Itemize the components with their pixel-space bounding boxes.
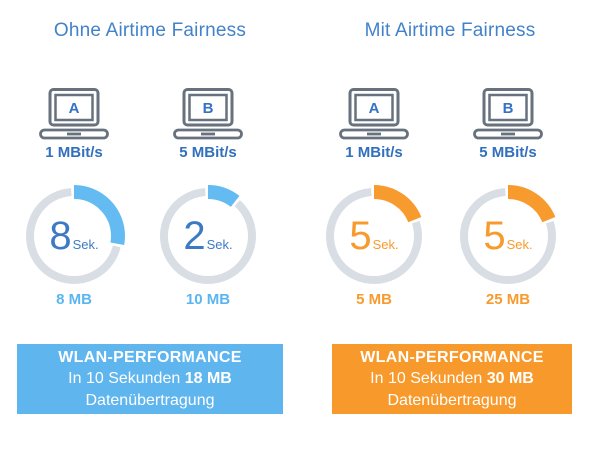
summary-heading: WLAN-PERFORMANCE xyxy=(360,349,544,367)
device-column-b: B 5 MBit/s 5 Sek. 25 MB xyxy=(438,88,578,307)
device-column-a: A 1 MBit/s 5 Sek. 5 MB xyxy=(304,88,444,307)
gauge-value: 2 Sek. xyxy=(156,184,260,288)
device-column-b: B 5 MBit/s 2 Sek. 10 MB xyxy=(138,88,278,307)
summary-line: In 10 Sekunden 18 MB xyxy=(68,370,232,388)
device-letter: B xyxy=(503,100,514,117)
seconds-value: 5 xyxy=(349,214,372,258)
device-letter: B xyxy=(203,100,214,117)
device-speed-label: 5 MBit/s xyxy=(479,144,537,161)
summary-line: In 10 Sekunden 30 MB xyxy=(370,370,534,388)
duration-gauge: 5 Sek. xyxy=(322,184,426,288)
panel-without-airtime-fairness: Ohne Airtime Fairness A 1 MBit/s 8 xyxy=(4,20,283,414)
duration-gauge: 2 Sek. xyxy=(156,184,260,288)
gauge-value: 5 Sek. xyxy=(456,184,560,288)
gauge-value: 8 Sek. xyxy=(22,184,126,288)
performance-summary-box: WLAN-PERFORMANCE In 10 Sekunden 18 MB Da… xyxy=(17,344,283,414)
transferred-data-label: 10 MB xyxy=(185,291,231,308)
transferred-data-label: 8 MB xyxy=(56,291,92,308)
panel-with-airtime-fairness: Mit Airtime Fairness A 1 MBit/s 5 xyxy=(300,0,600,450)
laptop-icon: B xyxy=(173,88,243,140)
laptop-icon: A xyxy=(339,88,409,140)
laptop-icon: B xyxy=(473,88,543,140)
summary-total: 30 MB xyxy=(486,370,534,388)
duration-gauge: 5 Sek. xyxy=(456,184,560,288)
seconds-unit: Sek. xyxy=(506,237,533,252)
seconds-unit: Sek. xyxy=(206,237,233,252)
device-letter: A xyxy=(69,100,80,117)
summary-caption: Datenübertragung xyxy=(387,391,517,409)
summary-heading: WLAN-PERFORMANCE xyxy=(58,349,242,367)
seconds-unit: Sek. xyxy=(372,237,399,252)
donut-chart xyxy=(322,184,426,288)
device-letter: A xyxy=(369,100,380,117)
transferred-data-label: 25 MB xyxy=(485,291,531,308)
panel-title: Mit Airtime Fairness xyxy=(364,20,536,41)
donut-chart xyxy=(456,184,560,288)
device-column-a: A 1 MBit/s 8 Sek. 8 MB xyxy=(4,88,144,307)
seconds-value: 2 xyxy=(183,214,206,258)
device-speed-label: 1 MBit/s xyxy=(345,144,403,161)
summary-total: 18 MB xyxy=(184,370,232,388)
performance-summary-box: WLAN-PERFORMANCE In 10 Sekunden 30 MB Da… xyxy=(332,344,572,414)
summary-caption: Datenübertragung xyxy=(85,391,215,409)
seconds-value: 8 xyxy=(49,214,72,258)
duration-gauge: 8 Sek. xyxy=(22,184,126,288)
donut-chart xyxy=(156,184,260,288)
seconds-value: 5 xyxy=(483,214,506,258)
donut-chart xyxy=(22,184,126,288)
laptop-icon: A xyxy=(39,88,109,140)
transferred-data-label: 5 MB xyxy=(356,291,392,308)
gauge-value: 5 Sek. xyxy=(322,184,426,288)
panel-title: Ohne Airtime Fairness xyxy=(53,20,247,41)
device-speed-label: 5 MBit/s xyxy=(179,144,237,161)
seconds-unit: Sek. xyxy=(72,237,99,252)
device-speed-label: 1 MBit/s xyxy=(45,144,103,161)
